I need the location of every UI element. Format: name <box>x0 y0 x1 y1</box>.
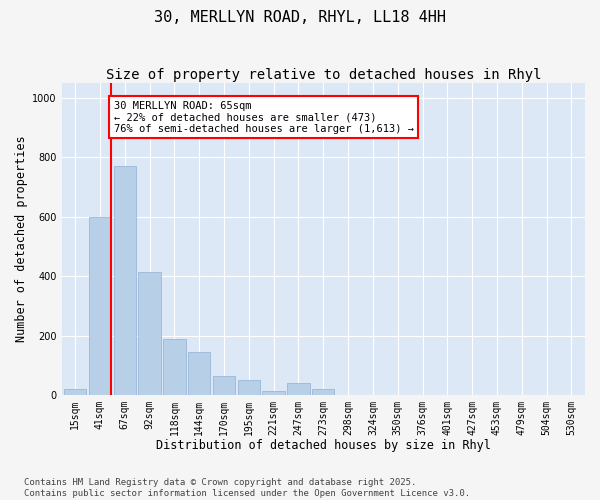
Bar <box>139 272 161 395</box>
Bar <box>64 390 86 395</box>
X-axis label: Distribution of detached houses by size in Rhyl: Distribution of detached houses by size … <box>156 440 491 452</box>
Bar <box>89 216 111 395</box>
Bar <box>287 384 310 395</box>
Bar <box>188 352 211 395</box>
Text: Contains HM Land Registry data © Crown copyright and database right 2025.
Contai: Contains HM Land Registry data © Crown c… <box>24 478 470 498</box>
Text: 30 MERLLYN ROAD: 65sqm
← 22% of detached houses are smaller (473)
76% of semi-de: 30 MERLLYN ROAD: 65sqm ← 22% of detached… <box>113 100 413 134</box>
Bar <box>113 166 136 395</box>
Title: Size of property relative to detached houses in Rhyl: Size of property relative to detached ho… <box>106 68 541 82</box>
Bar <box>312 388 334 395</box>
Bar <box>213 376 235 395</box>
Bar <box>238 380 260 395</box>
Bar <box>262 391 285 395</box>
Text: 30, MERLLYN ROAD, RHYL, LL18 4HH: 30, MERLLYN ROAD, RHYL, LL18 4HH <box>154 10 446 25</box>
Y-axis label: Number of detached properties: Number of detached properties <box>15 136 28 342</box>
Bar <box>163 338 185 395</box>
